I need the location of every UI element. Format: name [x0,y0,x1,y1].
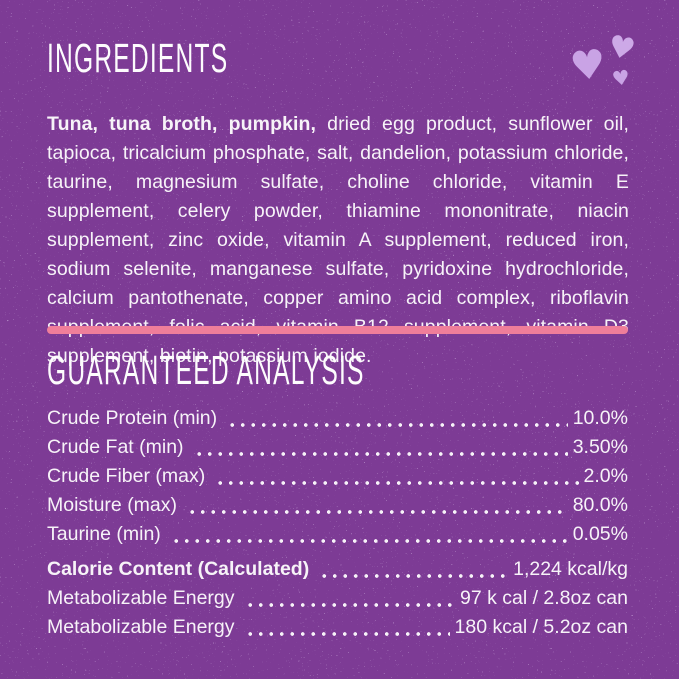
heart-icon: ♥ [604,28,639,69]
analysis-label: Moisture (max) [47,494,178,516]
calorie-label: Metabolizable Energy [47,587,235,609]
calorie-value: 97 k cal / 2.8oz can [459,587,628,609]
pink-divider [47,326,628,334]
dot-leader [167,520,568,549]
ingredients-title: INGREDIENTS [47,35,229,81]
hearts-decoration: ♥ ♥ ♥ [567,29,645,93]
analysis-row: Crude Fiber (max) 2.0% [47,462,628,491]
analysis-label: Crude Fat (min) [47,436,184,458]
calorie-value: 1,224 kcal/kg [513,558,628,580]
calorie-content-table: Calorie Content (Calculated) 1,224 kcal/… [47,555,628,642]
analysis-value: 80.0% [572,494,628,516]
analysis-label: Taurine (min) [47,523,161,545]
dot-leader [190,433,568,462]
calorie-label: Metabolizable Energy [47,616,235,638]
dot-leader [212,462,579,491]
analysis-value: 2.0% [583,465,628,487]
dot-leader [184,491,568,520]
calorie-row: Calorie Content (Calculated) 1,224 kcal/… [47,555,628,584]
analysis-value: 10.0% [572,407,628,429]
guaranteed-analysis-table: Crude Protein (min) 10.0% Crude Fat (min… [47,404,628,549]
dot-leader [316,555,509,584]
calorie-label: Calorie Content (Calculated) [47,558,310,580]
analysis-row: Moisture (max) 80.0% [47,491,628,520]
analysis-label: Crude Fiber (max) [47,465,206,487]
heart-icon: ♥ [567,41,609,91]
guaranteed-analysis-title: GUARANTEED ANALYSIS [47,347,365,393]
calorie-row: Metabolizable Energy 180 kcal / 5.2oz ca… [47,613,628,642]
analysis-row: Taurine (min) 0.05% [47,520,628,549]
ingredients-lead-bold: Tuna, tuna broth, pumpkin, [47,112,317,135]
analysis-label: Crude Protein (min) [47,407,218,429]
analysis-row: Crude Protein (min) 10.0% [47,404,628,433]
analysis-row: Crude Fat (min) 3.50% [47,433,628,462]
analysis-value: 0.05% [572,523,628,545]
calorie-row: Metabolizable Energy 97 k cal / 2.8oz ca… [47,584,628,613]
dot-leader [241,613,450,642]
analysis-value: 3.50% [572,436,628,458]
dot-leader [224,404,568,433]
calorie-value: 180 kcal / 5.2oz can [454,616,628,638]
dot-leader [241,584,455,613]
heart-icon: ♥ [610,64,632,92]
